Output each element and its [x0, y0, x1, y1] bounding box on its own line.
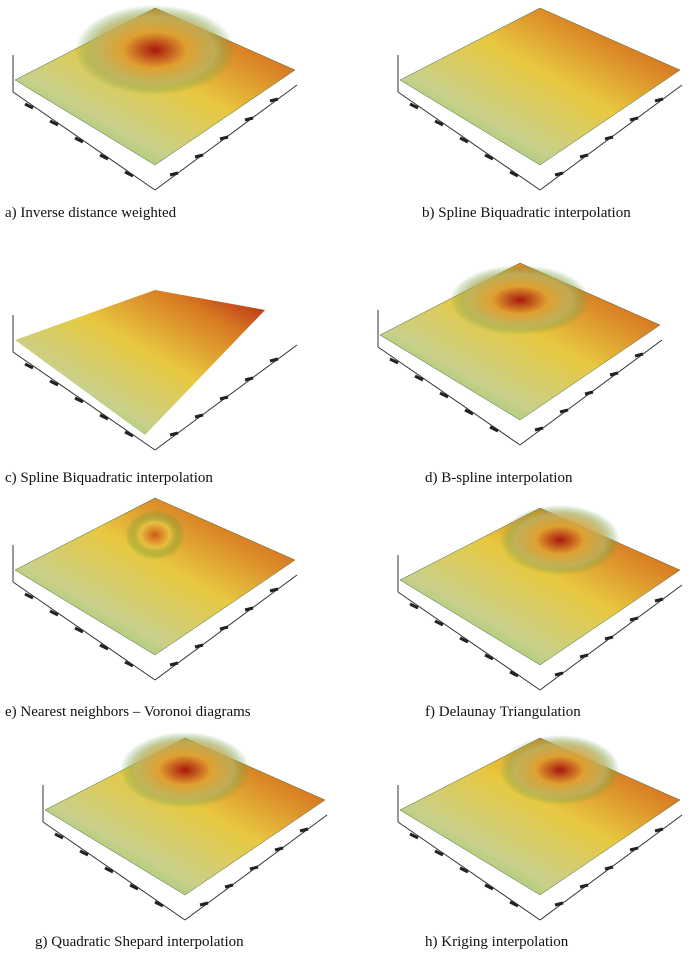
panel-g [43, 732, 327, 920]
caption: e) Nearest neighbors – Voronoi diagrams [5, 704, 251, 720]
panel-h [398, 735, 682, 920]
caption: f) Delaunay Triangulation [425, 704, 581, 720]
panel-d [378, 263, 662, 445]
caption: d) B-spline interpolation [425, 470, 573, 486]
caption: a) Inverse distance weighted [5, 205, 177, 221]
caption: g) Quadratic Shepard interpolation [35, 934, 244, 950]
panel-c [13, 290, 297, 450]
panel-f [398, 505, 682, 690]
panel-e [13, 498, 297, 680]
caption: h) Kriging interpolation [425, 934, 569, 950]
caption: b) Spline Biquadratic interpolation [422, 205, 631, 221]
caption: c) Spline Biquadratic interpolation [5, 470, 213, 486]
panel-a [13, 5, 297, 190]
panel-b [398, 8, 682, 190]
